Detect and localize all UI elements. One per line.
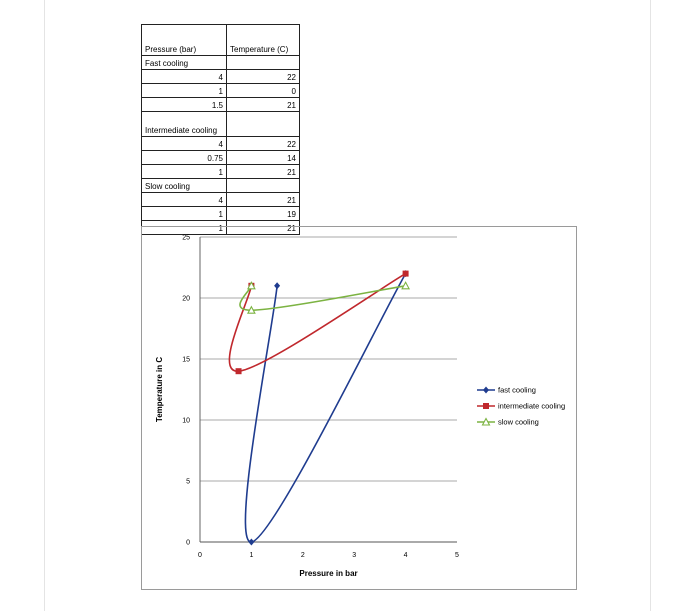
x-axis-title: Pressure in bar: [299, 569, 357, 578]
y-tick-label: 20: [182, 296, 190, 303]
legend-entry: slow cooling: [498, 418, 539, 427]
y-tick-label: 5: [186, 479, 190, 486]
legend-marker: [483, 403, 489, 409]
table-row: 4 22: [141, 69, 300, 84]
table-header-row: Pressure (bar) Temperature (C): [141, 24, 300, 56]
x-tick-label: 3: [352, 552, 356, 559]
series-line: [228, 272, 407, 373]
table-row: 1 21: [141, 220, 300, 235]
legend-entry: fast cooling: [498, 386, 536, 395]
y-axis-title: Temperature in C: [155, 357, 164, 422]
table-row: 1 0: [141, 83, 300, 98]
legend-marker: [481, 417, 491, 426]
y-tick-label: 0: [186, 540, 190, 547]
temperature-cell: 21: [226, 220, 300, 235]
x-tick-label: 0: [198, 552, 202, 559]
data-point: [246, 305, 256, 314]
chart-area: [141, 226, 577, 590]
data-point: [401, 281, 411, 290]
data-table: Pressure (bar) Temperature (C) Fast cool…: [141, 24, 300, 235]
data-point: [246, 281, 256, 290]
legend-entry: intermediate cooling: [498, 402, 565, 411]
x-tick-label: 2: [301, 552, 305, 559]
header-pressure: Pressure (bar): [141, 24, 227, 56]
data-point: [274, 282, 281, 290]
data-point: [402, 270, 409, 277]
x-tick-label: 4: [404, 552, 408, 559]
page-edge-left: [44, 0, 45, 611]
page-edge-right: [650, 0, 651, 611]
y-tick-label: 25: [182, 235, 190, 242]
y-tick-label: 10: [182, 418, 190, 425]
group-label-row: Fast cooling: [141, 55, 300, 70]
data-point: [235, 368, 242, 375]
y-tick-label: 15: [182, 357, 190, 364]
series-line: [244, 273, 407, 543]
x-tick-label: 1: [249, 552, 253, 559]
x-tick-label: 5: [455, 552, 459, 559]
data-point: [248, 538, 255, 546]
series-line: [239, 285, 406, 312]
group-label: Intermediate cooling: [141, 111, 227, 137]
pressure-cell: 1: [141, 220, 227, 235]
legend-marker: [483, 386, 489, 394]
group-label-row: Intermediate cooling: [141, 111, 300, 137]
